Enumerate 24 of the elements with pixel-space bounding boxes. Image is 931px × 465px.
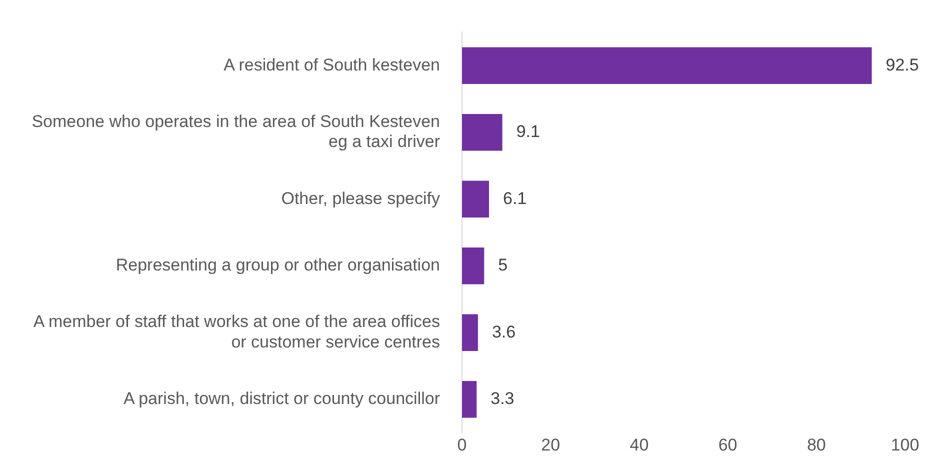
- bar: [462, 381, 477, 418]
- y-tick-label: A member of staff that works at one of the area offices or customer service centres: [33, 312, 440, 352]
- data-label: 5: [498, 256, 508, 275]
- x-tick-label: 80: [806, 436, 826, 455]
- bar: [462, 248, 484, 284]
- data-label: 92.5: [886, 55, 919, 74]
- y-tick-label: Someone who operates in the area of South Kesteven eg a taxi driver: [32, 112, 440, 152]
- data-label: 6.1: [503, 188, 527, 208]
- y-tick-label: A resident of South kesteven: [224, 55, 440, 74]
- bar: [462, 314, 478, 352]
- y-tick-label: Other, please specify: [281, 188, 440, 208]
- bar: [462, 180, 490, 218]
- y-tick-label: A parish, town, district or county councillor: [123, 389, 440, 408]
- data-label: 9.1: [516, 122, 540, 142]
- x-tick-label: 60: [718, 436, 738, 455]
- data-label: 3.3: [490, 389, 514, 408]
- x-tick-label: 20: [541, 436, 560, 455]
- bar: [462, 114, 502, 151]
- x-tick-label: 40: [630, 436, 649, 455]
- bar: [462, 47, 872, 84]
- x-tick-label: 100: [890, 436, 920, 455]
- data-label: 3.6: [492, 322, 516, 342]
- y-tick-label: Representing a group or other organisation: [116, 256, 440, 275]
- x-tick-label: 0: [457, 436, 467, 455]
